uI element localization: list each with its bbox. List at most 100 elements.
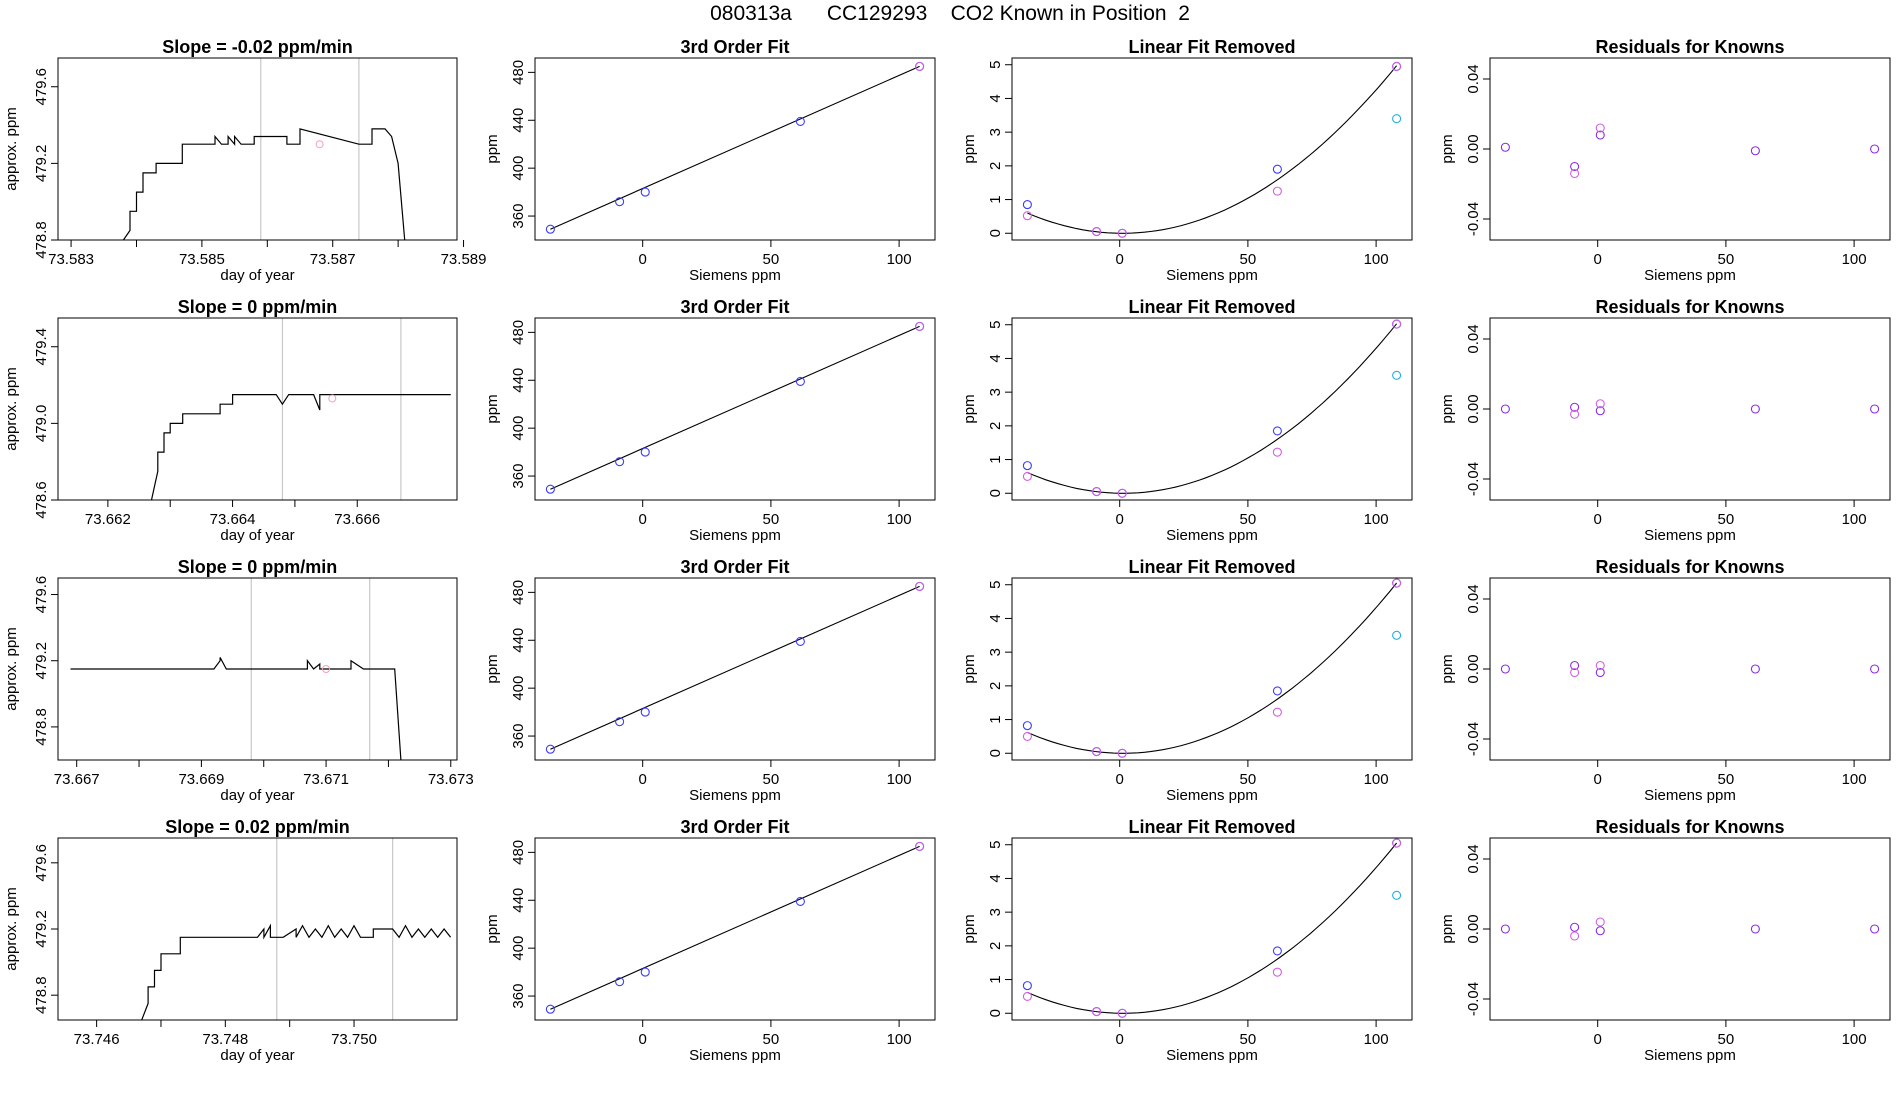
x-tick-label: 100 <box>1364 771 1389 788</box>
y-tick-label: 478.8 <box>33 708 50 746</box>
y-tick-label: 0.04 <box>1465 844 1482 873</box>
fit-line <box>550 65 920 230</box>
data-point <box>1595 660 1605 671</box>
y-axis-label: approx. ppm <box>3 627 20 710</box>
data-point <box>1750 664 1760 674</box>
x-tick-label: 50 <box>1240 1031 1257 1048</box>
y-tick-label: 0 <box>987 749 1004 757</box>
y-tick-label: 1 <box>987 455 1004 463</box>
panel-linear-row4: Linear Fit Removed 0 50 100 0 1 2 3 4 5 Siemens pp… <box>961 817 1413 1064</box>
data-point <box>1022 981 1032 991</box>
x-tick-label: 100 <box>1364 511 1389 528</box>
y-axis-label: approx. ppm <box>3 107 20 190</box>
panel-title: Residuals for Knowns <box>1595 297 1784 317</box>
y-tick-label: 480 <box>510 320 527 345</box>
data-point <box>1392 114 1402 124</box>
x-axis-label: Siemens ppm <box>1644 267 1736 284</box>
y-tick-label: 478.8 <box>33 976 50 1014</box>
x-axis-label: day of year <box>220 787 294 804</box>
y-axis-label: ppm <box>484 134 501 163</box>
data-point <box>1092 1007 1102 1017</box>
panel-fit-row4: 3rd Order Fit 0 50 100 360 400 440 480 Siemens p… <box>484 817 936 1064</box>
x-tick-label: 0 <box>1594 1031 1602 1048</box>
x-tick-label: 0 <box>1116 1031 1124 1048</box>
x-tick-label: 50 <box>763 1031 780 1048</box>
data-point <box>615 717 625 727</box>
data-point <box>1570 931 1580 941</box>
y-tick-label: -0.04 <box>1465 202 1482 236</box>
x-tick-label: 50 <box>763 511 780 528</box>
y-axis-label: ppm <box>1439 654 1456 683</box>
panel-residuals-row2: Residuals for Knowns 0 50 100 -0.04 0.00 0.04 S… <box>1439 297 1891 544</box>
panel-title: 3rd Order Fit <box>680 817 789 837</box>
x-tick-label: 0 <box>1116 251 1124 268</box>
y-tick-label: 3 <box>987 388 1004 396</box>
y-tick-label: 479.6 <box>33 576 50 614</box>
data-point <box>545 484 555 494</box>
data-point <box>640 447 650 457</box>
panel-residuals-row4: Residuals for Knowns 0 50 100 -0.04 0.00 0.04 S… <box>1439 817 1891 1064</box>
data-point <box>1117 1008 1127 1018</box>
plot-data <box>545 321 925 494</box>
x-tick-label: 100 <box>1364 251 1389 268</box>
x-tick-label: 73.673 <box>428 771 474 788</box>
panel-title: Linear Fit Removed <box>1128 297 1295 317</box>
data-point-highlight <box>915 321 925 331</box>
data-point <box>615 197 625 207</box>
x-tick-label: 73.664 <box>210 511 256 528</box>
data-point <box>1022 991 1032 1001</box>
data-point <box>1595 926 1605 936</box>
sample-marker <box>328 394 337 403</box>
data-point <box>1500 924 1510 934</box>
data-point <box>1595 667 1605 678</box>
data-point <box>1570 922 1580 932</box>
x-tick-label: 100 <box>887 1031 912 1048</box>
data-point <box>1117 748 1127 758</box>
plot-frame <box>1011 57 1413 241</box>
panel-fit-row2: 3rd Order Fit 0 50 100 360 400 440 480 Siemens p… <box>484 297 936 544</box>
y-tick-label: 0.00 <box>1465 654 1482 683</box>
x-tick-label: 73.669 <box>178 771 224 788</box>
panel-title: 3rd Order Fit <box>680 37 789 57</box>
data-point <box>1595 123 1605 133</box>
x-axis-label: Siemens ppm <box>1166 527 1258 544</box>
x-axis-label: day of year <box>220 527 294 544</box>
plot-data <box>122 128 406 240</box>
fit-line <box>550 325 920 490</box>
x-tick-label: 100 <box>1842 771 1867 788</box>
y-tick-label: 479.0 <box>33 405 50 443</box>
data-point <box>1750 146 1760 156</box>
data-point <box>1595 406 1605 416</box>
x-tick-label: 73.585 <box>179 251 225 268</box>
data-point <box>1570 667 1580 678</box>
panel-time-row2: Slope = 0 ppm/min 73.662 73.664 73.666 478.6… <box>3 297 458 544</box>
plot-data <box>1500 399 1880 419</box>
data-point <box>615 457 625 467</box>
figure-title: 080313a CC129293 CO2 Known in Position 2 <box>710 2 1190 25</box>
y-tick-label: 5 <box>987 321 1004 329</box>
y-axis-label: ppm <box>1439 134 1456 163</box>
y-tick-label: 5 <box>987 841 1004 849</box>
y-tick-label: 400 <box>510 936 527 961</box>
panel-title: Slope = 0 ppm/min <box>178 557 338 577</box>
data-point-highlight <box>915 61 925 71</box>
y-tick-label: 0.04 <box>1465 584 1482 613</box>
x-tick-label: 0 <box>639 1031 647 1048</box>
plot-data <box>545 841 925 1014</box>
y-tick-label: 5 <box>987 581 1004 589</box>
y-tick-label: 440 <box>510 368 527 393</box>
x-axis-label: Siemens ppm <box>689 1047 781 1064</box>
y-axis-label: ppm <box>484 654 501 683</box>
data-point-highlight <box>915 841 925 851</box>
y-tick-label: 480 <box>510 580 527 605</box>
fit-line <box>550 585 920 750</box>
fit-line <box>550 845 920 1010</box>
x-tick-label: 50 <box>1240 771 1257 788</box>
data-point <box>1117 488 1127 498</box>
data-point <box>1022 721 1032 731</box>
panel-linear-row2: Linear Fit Removed 0 50 100 0 1 2 3 4 5 Siemens pp… <box>961 297 1413 544</box>
x-tick-label: 100 <box>1842 251 1867 268</box>
x-tick-label: 0 <box>639 771 647 788</box>
